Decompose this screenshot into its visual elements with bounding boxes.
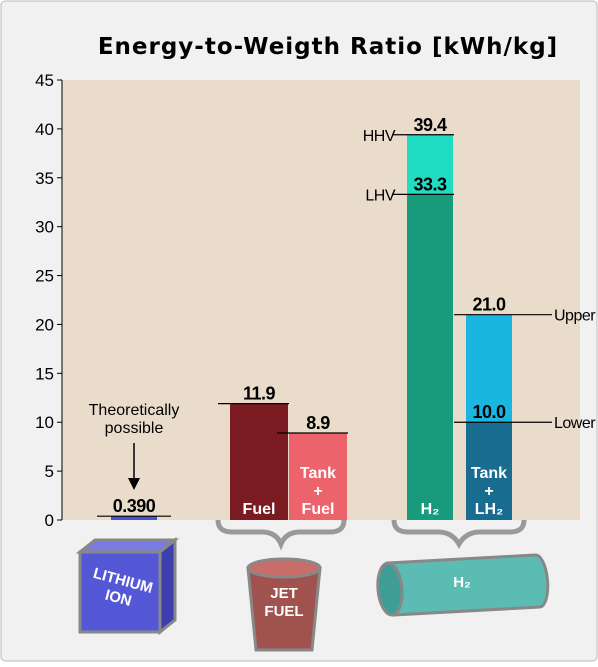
- y-tick-label: 15: [35, 364, 54, 383]
- y-tick-label: 5: [45, 462, 54, 481]
- group-label-line: FUEL: [264, 603, 303, 620]
- bar-label: LH₂: [475, 501, 503, 518]
- y-tick-label: 40: [35, 120, 54, 139]
- group-label-line: ION: [103, 587, 133, 610]
- bar: [466, 422, 512, 520]
- y-tick-label: 20: [35, 315, 54, 334]
- group-label-line: JET: [270, 585, 298, 602]
- group-label: H₂: [453, 574, 471, 591]
- value-label: 39.4: [413, 115, 447, 135]
- chart-title: Energy-to-Weigth Ratio [kWh/kg]: [98, 34, 558, 60]
- annotation: possible: [105, 420, 164, 437]
- brace: [215, 519, 347, 551]
- value-label: 0.390: [113, 496, 156, 516]
- brace: [391, 519, 527, 549]
- value-label: 11.9: [243, 384, 276, 404]
- can-icon: [246, 557, 322, 652]
- bar-label: +: [484, 483, 493, 500]
- value-label: 10.0: [472, 402, 506, 422]
- arrow-head: [128, 478, 140, 490]
- bar-label: Fuel: [302, 501, 335, 518]
- bar-label: +: [313, 483, 322, 500]
- bar: [289, 432, 347, 520]
- y-tick-label: 0: [45, 511, 54, 530]
- tube-icon: [376, 553, 550, 617]
- series-label: HHV: [363, 128, 396, 145]
- bar-label: H₂: [421, 501, 440, 518]
- group-label: JET FUEL: [264, 585, 303, 620]
- y-tick-label: 10: [35, 413, 54, 432]
- group-label-line: H₂: [453, 574, 471, 591]
- battery-icon: [75, 536, 180, 636]
- series-label: Upper: [554, 308, 596, 325]
- series-label: Lower: [554, 415, 596, 432]
- y-tick-label: 30: [35, 218, 54, 237]
- value-label: 33.3: [413, 174, 447, 194]
- annotation: Theoretically: [89, 402, 180, 419]
- bar-label: Tank: [471, 465, 507, 482]
- series-label: LHV: [365, 187, 395, 204]
- bar: [111, 516, 157, 520]
- bar-label: Tank: [300, 465, 336, 482]
- bar: [230, 403, 288, 520]
- y-tick-label: 25: [35, 267, 54, 286]
- bar-label: Fuel: [243, 501, 276, 518]
- y-tick-label: 45: [35, 71, 54, 90]
- value-label: 8.9: [306, 413, 330, 433]
- value-label: 21.0: [472, 295, 506, 315]
- y-tick-label: 35: [35, 169, 54, 188]
- bar: [407, 194, 453, 520]
